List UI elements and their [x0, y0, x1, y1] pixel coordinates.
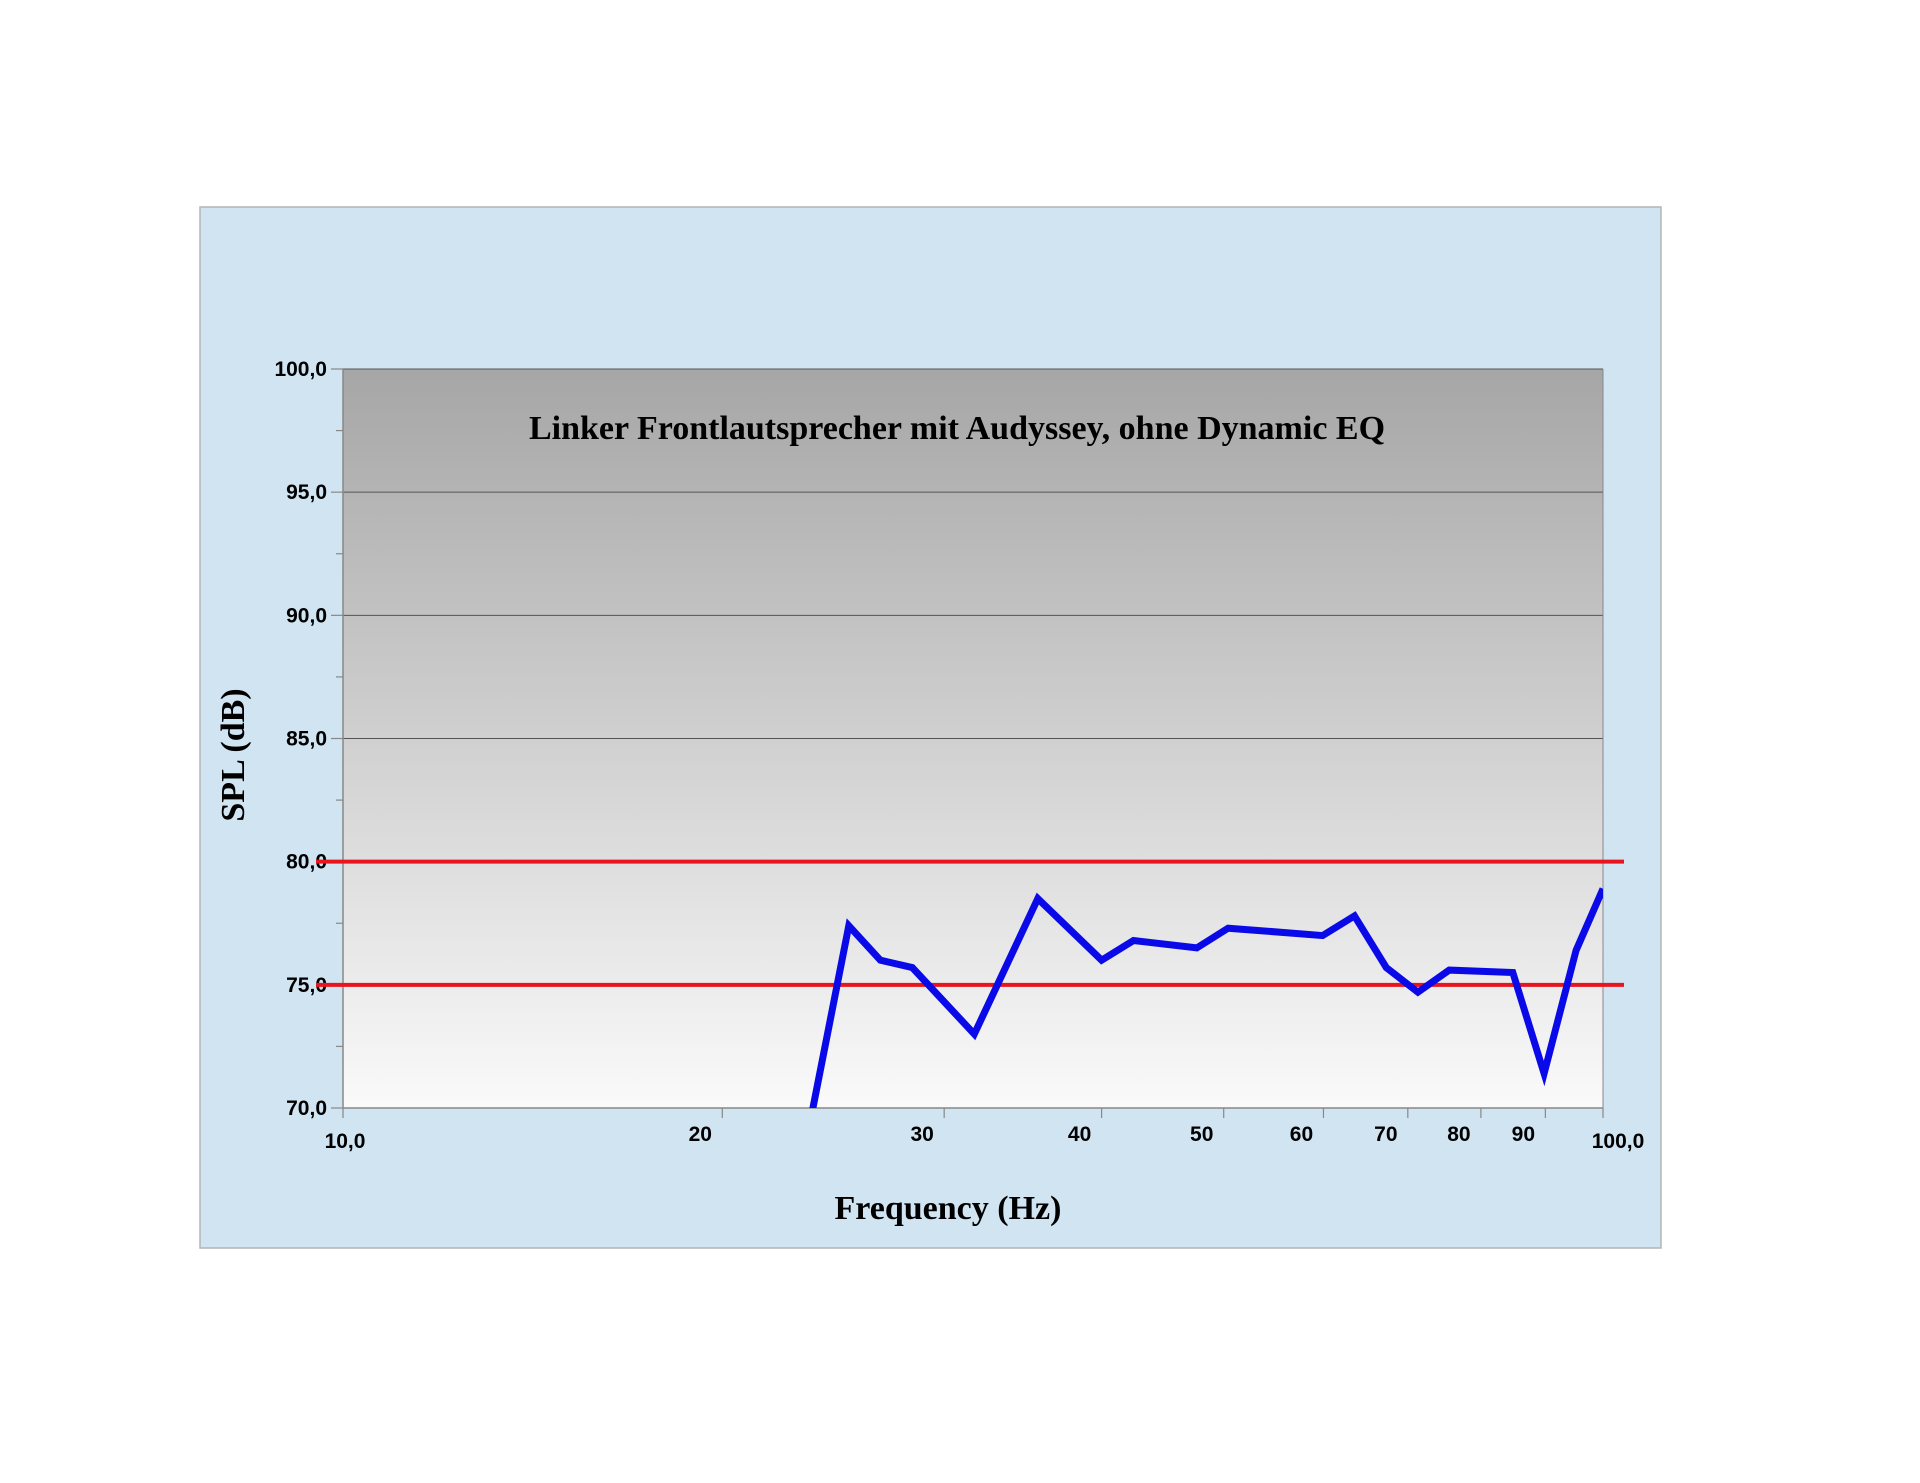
y-axis-title: SPL (dB) [215, 688, 252, 821]
chart-title: Linker Frontlautsprecher mit Audyssey, o… [529, 410, 1385, 447]
y-tick-label: 75,0 [286, 974, 327, 997]
y-tick-label: 90,0 [286, 604, 327, 627]
x-tick-label: 90 [1512, 1123, 1535, 1146]
x-tick-label: 60 [1290, 1123, 1313, 1146]
y-tick-label: 85,0 [286, 728, 327, 751]
y-tick-labels: 70,0 75,0 80,0 85,0 90,0 95,0 100,0 [274, 358, 327, 1120]
x-tick-label: 100,0 [1592, 1130, 1645, 1153]
x-tick-label: 70 [1374, 1123, 1397, 1146]
x-tick-label: 40 [1068, 1123, 1091, 1146]
x-axis-title: Frequency (Hz) [835, 1190, 1062, 1227]
y-tick-label: 80,0 [286, 851, 327, 874]
x-tick-label: 20 [689, 1123, 712, 1146]
y-tick-label: 100,0 [274, 358, 327, 381]
y-tick-label: 70,0 [286, 1097, 327, 1120]
x-tick-label: 80 [1447, 1123, 1470, 1146]
series-layer [809, 887, 1603, 1108]
x-tick-label: 50 [1190, 1123, 1213, 1146]
x-tick-label: 10,0 [325, 1130, 366, 1153]
x-tick-labels: 10,0 20 30 40 50 60 70 80 90 100,0 [325, 1123, 1645, 1153]
x-tick-label: 30 [910, 1123, 933, 1146]
series-line [809, 887, 1603, 1108]
y-tick-label: 95,0 [286, 481, 327, 504]
